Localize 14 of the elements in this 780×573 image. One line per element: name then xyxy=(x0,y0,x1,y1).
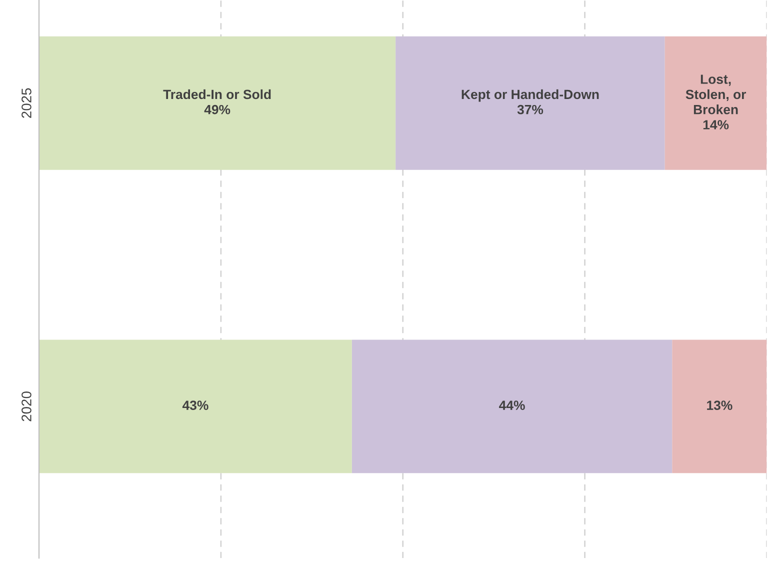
data-label: 44% xyxy=(499,400,525,410)
data-label: Lost, Stolen, or Broken 14% xyxy=(686,74,746,130)
y-tick-label: 2025 xyxy=(22,88,32,118)
bar xyxy=(39,340,352,474)
bar xyxy=(352,340,672,474)
data-label: 13% xyxy=(707,400,732,410)
data-label: 43% xyxy=(182,400,208,410)
y-tick-label: 2020 xyxy=(22,392,32,422)
bar xyxy=(39,36,396,170)
data-label: Traded-In or Sold 49% xyxy=(163,89,271,114)
data-label: Kept or Handed-Down 37% xyxy=(462,89,599,114)
bar xyxy=(664,36,767,170)
bar xyxy=(672,340,767,474)
bar xyxy=(396,36,665,170)
